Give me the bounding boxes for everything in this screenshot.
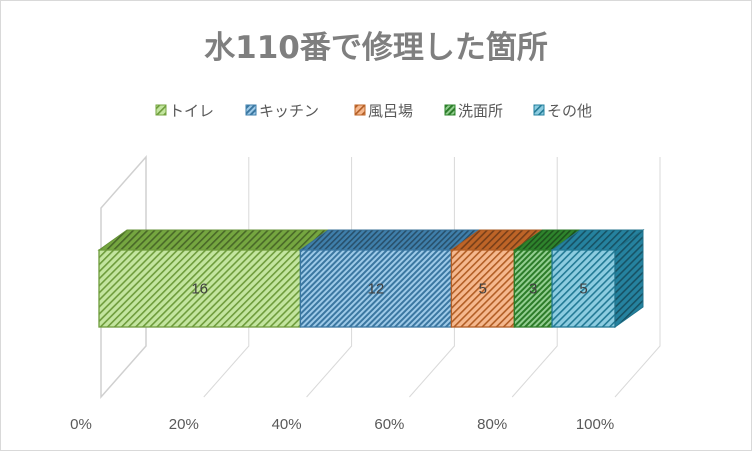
- legend-label: トイレ: [169, 102, 214, 120]
- legend-label: その他: [547, 102, 592, 120]
- legend-swatch: [533, 104, 545, 116]
- gridline: [203, 157, 250, 398]
- data-label: 16: [191, 281, 208, 298]
- data-label: 5: [579, 281, 587, 298]
- gridlines: [203, 157, 661, 398]
- bar-front-face: [299, 249, 453, 328]
- gridline: [409, 157, 455, 398]
- legend-label: 洗面所: [458, 102, 503, 120]
- x-axis-ticks: 0% 20% 40% 60% 80% 100%: [70, 416, 614, 433]
- gridline: [511, 157, 558, 398]
- x-tick-label: 20%: [169, 416, 199, 433]
- bar-top-face: [298, 229, 481, 251]
- x-tick-label: 80%: [477, 416, 507, 433]
- x-tick-label: 40%: [272, 416, 302, 433]
- x-tick-label: 60%: [374, 416, 404, 433]
- legend-swatch: [354, 104, 366, 116]
- bar-group: 16 12 5 3 5: [97, 229, 645, 328]
- bar-side-face: [614, 229, 644, 328]
- data-label: 12: [368, 281, 385, 298]
- bar-segment: 5: [449, 229, 544, 328]
- legend: トイレ キッチン 風呂場 洗面所 その他: [155, 102, 592, 120]
- gridline: [306, 157, 353, 398]
- bar-front-face: [513, 249, 553, 328]
- bar-front-face: [450, 249, 515, 328]
- legend-label: 風呂場: [368, 102, 413, 120]
- gridline: [614, 157, 661, 398]
- bar-segment: 16: [97, 229, 330, 328]
- bar-segment: 5: [550, 229, 645, 328]
- bar-front-face: [98, 249, 302, 328]
- data-label: 5: [479, 281, 487, 298]
- bar-segment: 3: [512, 229, 582, 328]
- chart-title: 水110番で修理した箇所: [204, 30, 548, 66]
- legend-swatch: [444, 104, 456, 116]
- legend-item: その他: [533, 102, 592, 120]
- bar-front-face: [551, 249, 616, 328]
- legend-item: 洗面所: [444, 102, 503, 120]
- legend-label: キッチン: [259, 102, 319, 120]
- data-label: 3: [529, 281, 537, 298]
- legend-swatch: [245, 104, 257, 116]
- x-tick-label: 0%: [70, 416, 92, 433]
- legend-item: キッチン: [245, 102, 319, 120]
- bar-top-face: [97, 229, 330, 251]
- legend-swatch: [155, 104, 167, 116]
- legend-item: 風呂場: [354, 102, 413, 120]
- x-tick-label: 100%: [576, 416, 614, 433]
- legend-item: トイレ: [155, 102, 214, 120]
